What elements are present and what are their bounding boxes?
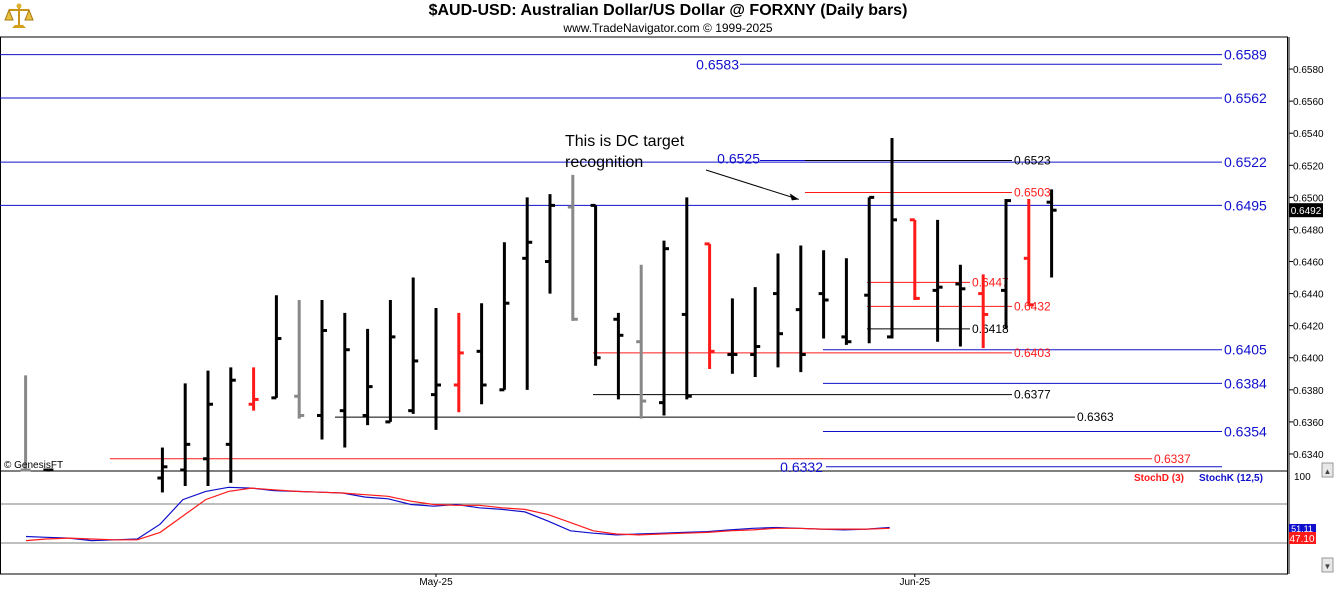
y-tick-label: 0.6540 [1293,129,1324,140]
annotation-line1: This is DC target [565,133,685,150]
y-tick-label: 0.6380 [1293,386,1324,397]
x-tick-label: May-25 [419,577,453,588]
stochk-value: 51.11 [1291,524,1313,534]
stochd-value-marker [1289,532,1316,544]
level-label: 0.6523 [1014,153,1051,167]
level-label: 0.6332 [780,459,823,475]
level-label: 0.6354 [1224,424,1267,440]
chart-subtitle: www.TradeNavigator.com © 1999-2025 [563,21,773,35]
level-label: 0.6363 [1077,410,1114,424]
current-price-marker [1289,203,1323,218]
y-tick-label: 0.6440 [1293,290,1324,301]
level-label: 0.6405 [1224,342,1267,358]
level-label: 0.6377 [1014,388,1051,402]
y-tick-label: 0.6340 [1293,450,1324,461]
y-tick-label: 0.6360 [1293,418,1324,429]
scroll-down-button[interactable] [1321,557,1334,573]
stoch-line-k [25,486,890,542]
current-price-label: 0.6492 [1291,206,1322,217]
trade-navigator-logo-icon [4,2,34,32]
level-label: 0.6522 [1224,154,1267,170]
level-label: 0.6403 [1014,346,1051,360]
x-tick-label: Jun-25 [900,577,931,588]
stochk-value-marker [1289,524,1316,534]
legend-stochd: StochD (3) [1134,473,1184,484]
level-label: 0.6337 [1154,452,1191,466]
level-label: 0.6589 [1224,47,1267,63]
y-tick-label: 0.6500 [1293,193,1324,204]
level-label: 0.6583 [696,56,739,72]
y-tick-label: 0.6580 [1293,65,1324,76]
y-tick-label: 0.6480 [1293,225,1324,236]
level-label: 0.6562 [1224,90,1267,106]
scroll-up-button[interactable] [1321,462,1334,478]
y-tick-label: 0.6560 [1293,97,1324,108]
level-label: 0.6447 [972,275,1009,289]
level-label: 0.6418 [972,322,1009,336]
y-tick-label: 0.6420 [1293,322,1324,333]
level-label: 0.6503 [1014,186,1051,200]
level-label: 0.6384 [1224,375,1267,391]
level-label: 0.6432 [1014,299,1051,313]
annotation-line2: recognition [565,154,643,171]
legend-stochk: StochK (12,5) [1199,473,1263,484]
scroll-down-icon: ▼ [1324,562,1332,571]
stoch-line-d [25,487,890,542]
stoch-y-tick-label: 100 [1294,472,1311,483]
y-tick-label: 0.6460 [1293,258,1324,269]
stochd-value: 47.10 [1289,534,1314,545]
y-tick-label: 0.6400 [1293,354,1324,365]
y-tick-label: 0.6520 [1293,161,1324,172]
annotation-arrow [705,169,799,200]
plot-frame [0,36,1288,575]
level-label: 0.6495 [1224,197,1267,213]
watermark: © GenesisFT [4,460,63,471]
level-label: 0.6525 [717,150,760,166]
scroll-up-icon: ▲ [1324,467,1332,476]
annotation-arrowhead [789,193,799,201]
chart-title: $AUD-USD: Australian Dollar/US Dollar @ … [428,2,908,19]
